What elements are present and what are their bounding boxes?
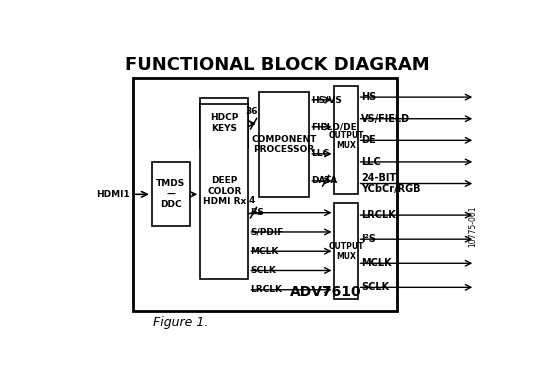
Bar xyxy=(133,78,397,311)
Text: LRCLK: LRCLK xyxy=(361,210,396,220)
Bar xyxy=(334,86,358,194)
Text: I²S: I²S xyxy=(250,208,264,217)
Text: OUTPUT
MUX: OUTPUT MUX xyxy=(328,131,364,150)
Text: ADV7610: ADV7610 xyxy=(290,285,362,299)
Text: LRCLK: LRCLK xyxy=(250,285,282,294)
Text: FUNCTIONAL BLOCK DIAGRAM: FUNCTIONAL BLOCK DIAGRAM xyxy=(125,56,430,74)
Text: I²S: I²S xyxy=(361,234,376,244)
Text: SCLK: SCLK xyxy=(250,266,276,275)
Text: 24-BIT
YCbCr/RGB: 24-BIT YCbCr/RGB xyxy=(361,173,421,194)
Text: S/PDIF: S/PDIF xyxy=(250,227,284,236)
Text: HS: HS xyxy=(361,92,376,102)
Text: HS/VS: HS/VS xyxy=(311,96,342,104)
Text: DEEP
COLOR
HDMI Rx: DEEP COLOR HDMI Rx xyxy=(203,177,246,206)
Text: VS/FIELD: VS/FIELD xyxy=(361,114,410,124)
Text: DATA: DATA xyxy=(311,176,338,185)
Text: COMPONENT
PROCESSOR: COMPONENT PROCESSOR xyxy=(251,135,317,154)
Text: 4: 4 xyxy=(249,196,255,205)
Text: DE: DE xyxy=(361,135,376,145)
Bar xyxy=(334,203,358,299)
Text: OUTPUT
MUX: OUTPUT MUX xyxy=(328,241,364,261)
Bar xyxy=(200,98,248,147)
Text: HDMI1: HDMI1 xyxy=(96,190,130,199)
Text: 10775-001: 10775-001 xyxy=(469,206,478,247)
Text: LLC: LLC xyxy=(361,157,380,167)
Text: SCLK: SCLK xyxy=(361,282,389,292)
Text: 36: 36 xyxy=(246,106,258,116)
Text: FIELD/DE: FIELD/DE xyxy=(311,122,357,132)
Text: HDCP
KEYS: HDCP KEYS xyxy=(210,113,238,133)
Text: MCLK: MCLK xyxy=(250,247,279,256)
Text: Figure 1.: Figure 1. xyxy=(153,316,209,329)
Bar xyxy=(200,104,248,279)
Bar xyxy=(152,162,190,226)
Text: TMDS
—
DDC: TMDS — DDC xyxy=(156,179,185,209)
Text: LLC: LLC xyxy=(311,149,330,158)
Text: MCLK: MCLK xyxy=(361,258,391,268)
Bar xyxy=(259,92,309,197)
